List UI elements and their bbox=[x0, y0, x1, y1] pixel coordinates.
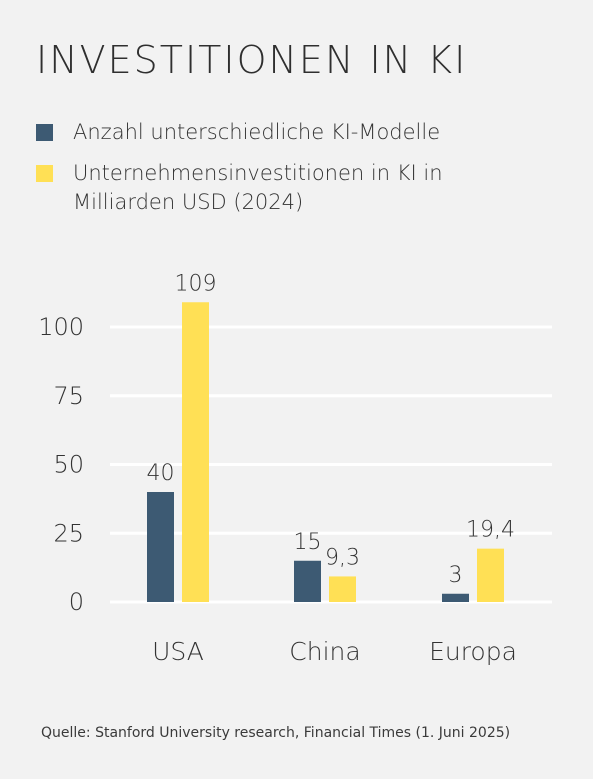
source-note: Quelle: Stanford University research, Fi… bbox=[41, 725, 511, 741]
legend-item-models: Anzahl unterschiedliche KI-Modelle bbox=[36, 118, 543, 147]
bar-europa-series-1 bbox=[442, 593, 469, 602]
y-tick-label-25: 25 bbox=[53, 519, 84, 547]
y-tick-label-0: 0 bbox=[69, 588, 84, 616]
legend-label-models: Anzahl unterschiedliche KI-Modelle bbox=[73, 120, 441, 144]
category-label-china: China bbox=[289, 637, 360, 666]
value-label-usa-series-1: 40 bbox=[147, 461, 175, 486]
value-label-china-series-2: 9,3 bbox=[325, 545, 360, 570]
legend-swatch-models bbox=[36, 124, 53, 141]
bar-china-series-2 bbox=[329, 576, 356, 602]
category-label-usa: USA bbox=[152, 637, 204, 666]
y-tick-label-100: 100 bbox=[38, 313, 84, 341]
chart-title: INVESTITIONEN IN KI bbox=[36, 38, 468, 82]
bar-usa-series-1 bbox=[147, 492, 174, 602]
legend-swatch-investments bbox=[36, 165, 53, 182]
category-label-europa: Europa bbox=[429, 637, 517, 666]
bar-usa-series-2 bbox=[182, 302, 209, 602]
value-label-europa-series-2: 19,4 bbox=[466, 518, 515, 543]
y-tick-label-50: 50 bbox=[53, 451, 84, 479]
value-label-europa-series-1: 3 bbox=[449, 563, 463, 588]
value-label-usa-series-2: 109 bbox=[175, 271, 217, 296]
y-tick-label-75: 75 bbox=[53, 382, 84, 410]
value-label-china-series-1: 15 bbox=[294, 530, 322, 555]
bar-europa-series-2 bbox=[477, 548, 504, 602]
legend: Anzahl unterschiedliche KI-Modelle Unter… bbox=[36, 118, 543, 229]
bar-china-series-1 bbox=[294, 560, 321, 602]
legend-label-investments: Unternehmensinvestitionen in KI in Milli… bbox=[73, 161, 443, 214]
legend-item-investments: Unternehmensinvestitionen in KI in Milli… bbox=[36, 159, 543, 217]
